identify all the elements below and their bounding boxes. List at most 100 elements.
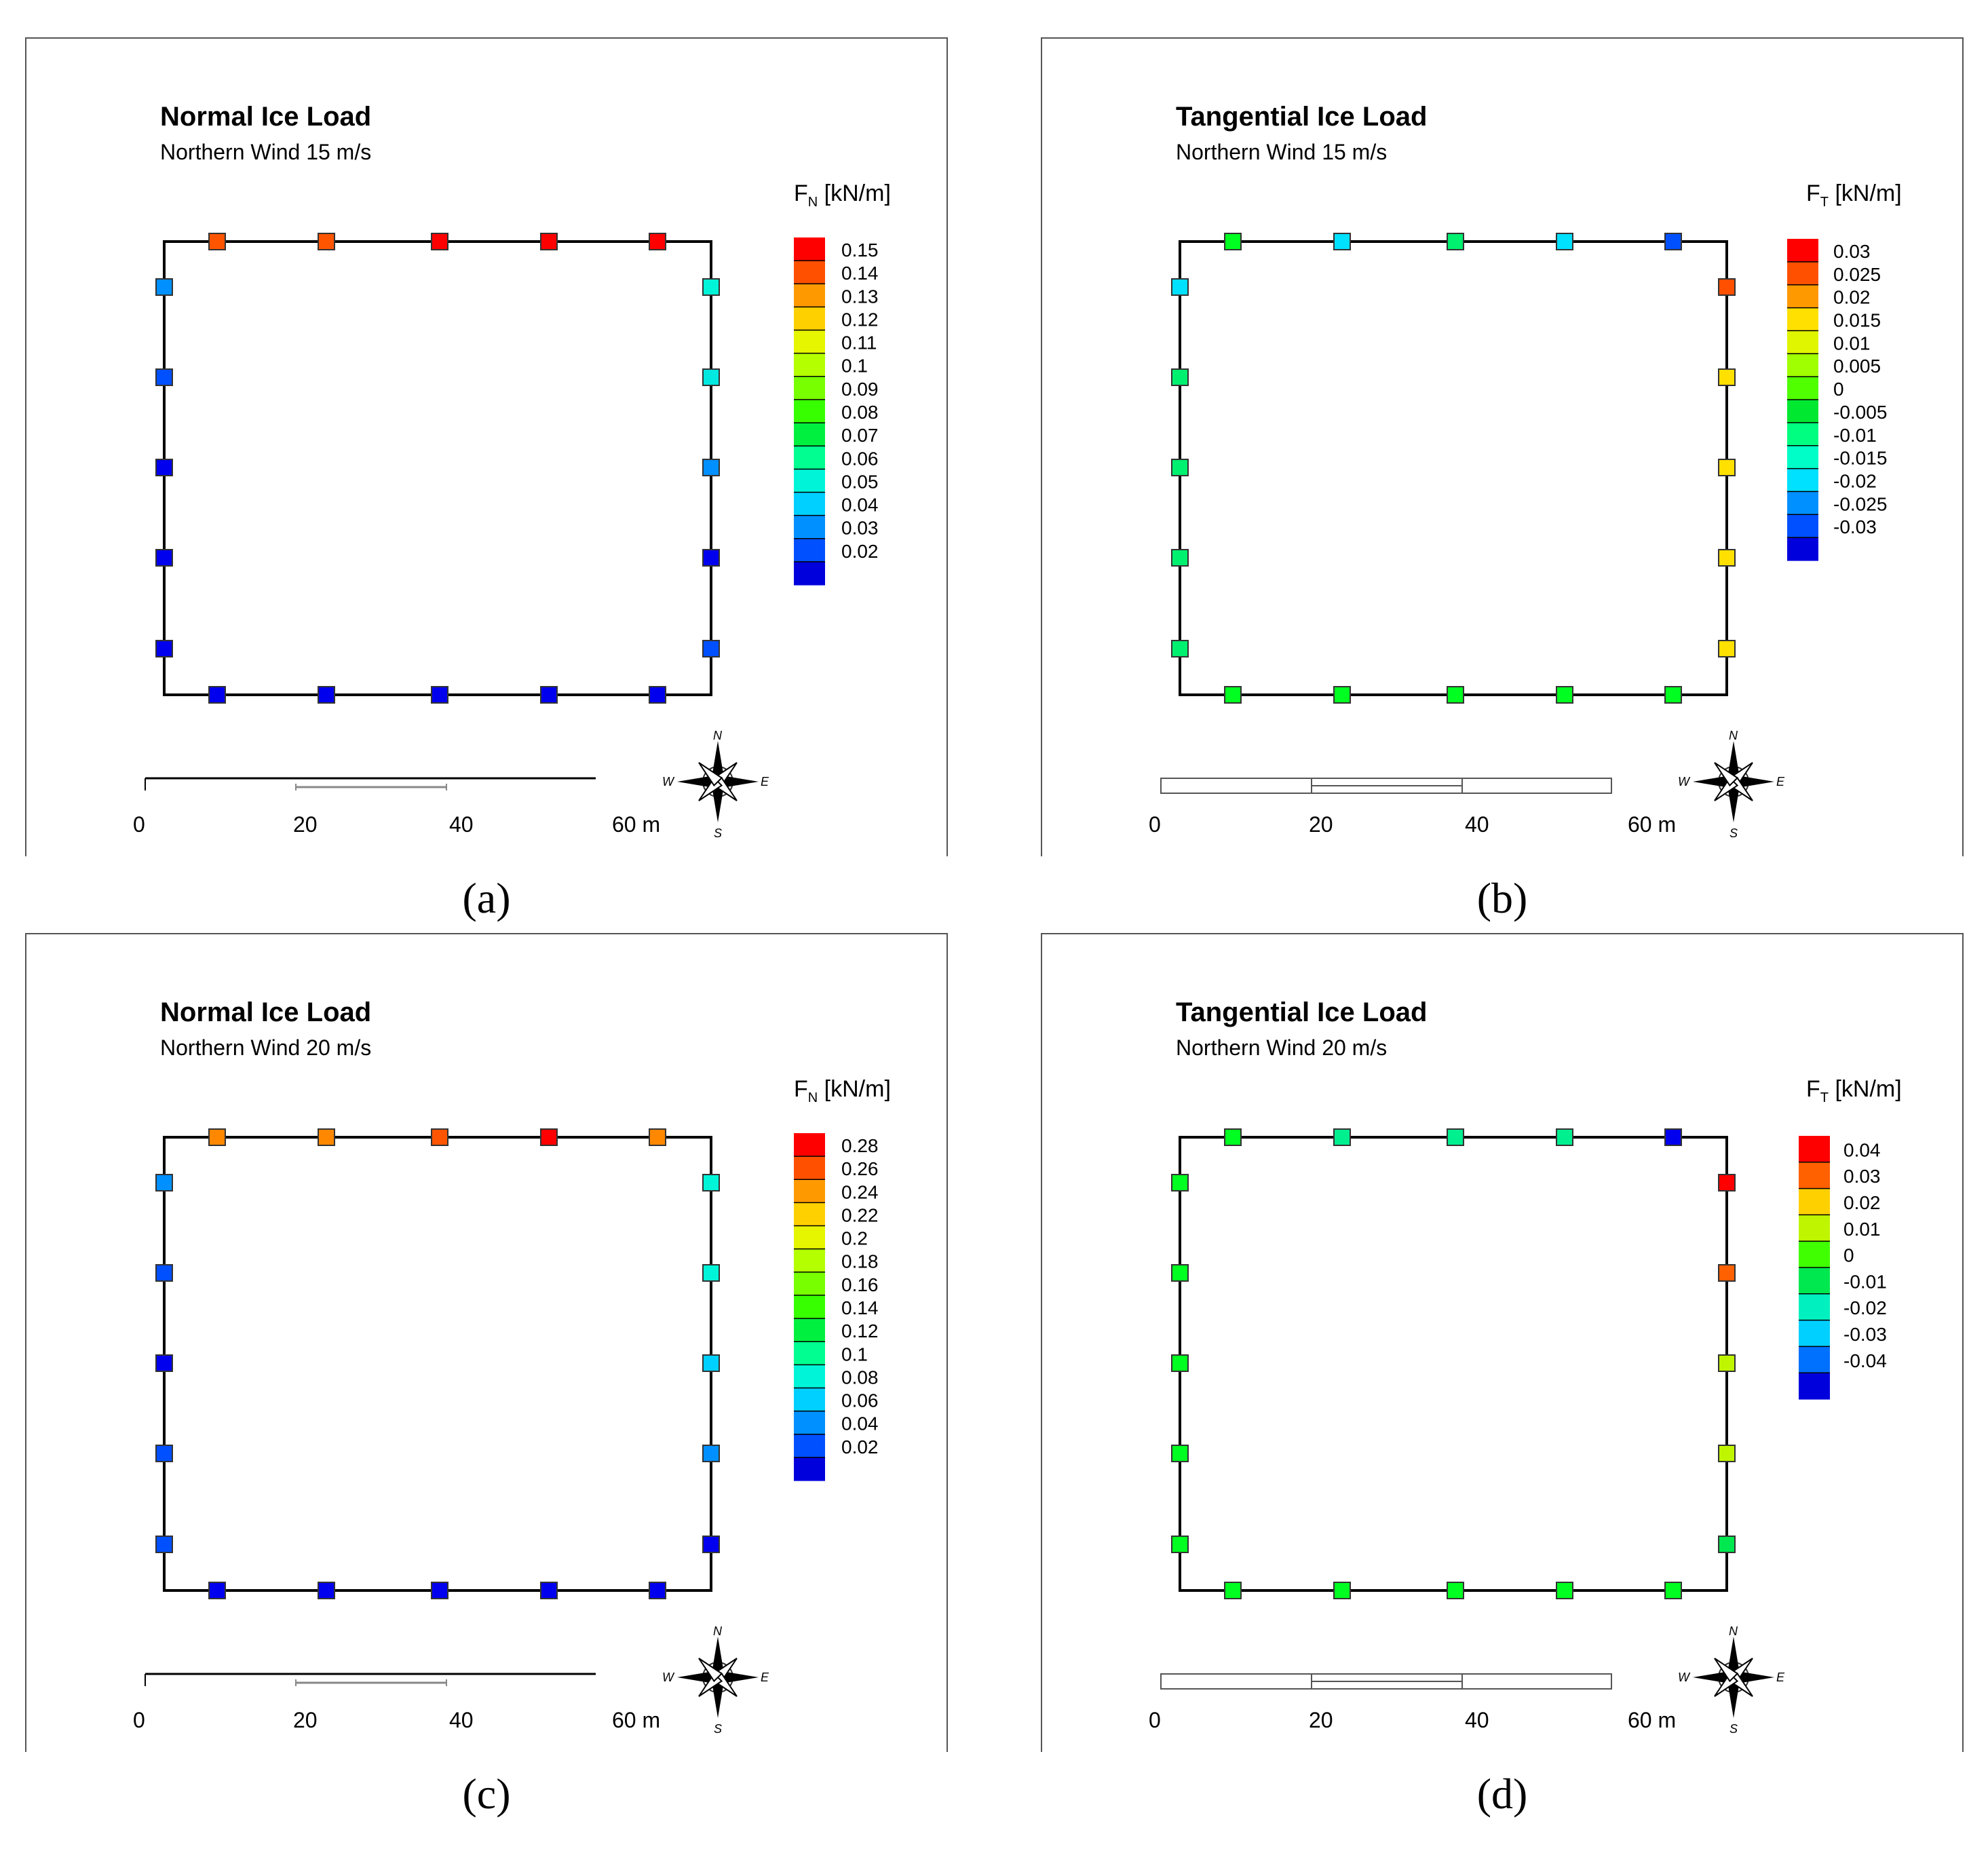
scalebar-label: 20: [293, 1708, 318, 1732]
marker-south-4: [1556, 686, 1573, 704]
legend-swatch-14: [794, 538, 825, 563]
marker-north-2: [318, 1128, 335, 1146]
legend-label: 0.14: [841, 263, 879, 284]
marker-south-2: [318, 1582, 335, 1599]
marker-south-3: [1447, 686, 1464, 704]
panel-b: Tangential Ice Load Northern Wind 15 m/s F…: [1041, 37, 1964, 922]
marker-north-1: [208, 233, 226, 250]
marker-east-2: [1718, 368, 1736, 386]
marker-south-2: [1333, 686, 1351, 704]
marker-north-5: [1664, 233, 1682, 250]
marker-west-2: [155, 368, 173, 386]
legend-swatch-2: [1799, 1162, 1830, 1189]
legend-label: 0.08: [841, 1367, 879, 1388]
compass-s: S: [1729, 1722, 1738, 1736]
compass-point: [1727, 782, 1740, 822]
legend-label: -0.01: [1833, 425, 1877, 446]
scalebar-label: 60 m: [612, 812, 660, 837]
legend-label: -0.01: [1843, 1271, 1887, 1292]
legend-swatch-2: [794, 1156, 825, 1180]
scalebar-label: 40: [1465, 812, 1489, 837]
compass-point: [1727, 1637, 1740, 1677]
legend-label: 0.1: [841, 356, 868, 377]
scalebar-label: 20: [1309, 1708, 1333, 1732]
legend-swatch-8: [794, 1295, 825, 1319]
legend-swatch-1: [1799, 1136, 1830, 1163]
marker-west-4: [1171, 1445, 1189, 1462]
legend-label: 0.04: [1843, 1139, 1881, 1160]
compass-point: [1693, 1671, 1734, 1684]
marker-east-1: [1718, 1174, 1736, 1192]
legend-label: 0.08: [841, 402, 879, 423]
legend-swatch-3: [794, 1179, 825, 1203]
legend-swatch-5: [1799, 1241, 1830, 1268]
marker-west-1: [155, 278, 173, 296]
marker-east-5: [702, 1536, 720, 1553]
legend-swatch-8: [1787, 400, 1818, 423]
legend-swatch-10: [794, 446, 825, 470]
legend-swatch-14: [794, 1434, 825, 1458]
legend-label: -0.005: [1833, 402, 1887, 423]
scalebar-label: 20: [293, 812, 318, 837]
legend-swatch-8: [1799, 1320, 1830, 1347]
scalebar-label: 20: [1309, 812, 1333, 837]
legend-swatch-9: [1787, 422, 1818, 446]
legend-label: -0.015: [1833, 448, 1887, 469]
chart-subtitle: Northern Wind 20 m/s: [160, 1035, 371, 1060]
marker-south-1: [208, 686, 226, 704]
marker-west-4: [1171, 549, 1189, 567]
compass-point: [1734, 1671, 1774, 1684]
marker-east-3: [1718, 459, 1736, 476]
panel-frame: [25, 37, 948, 856]
legend-swatch-5: [794, 1225, 825, 1250]
legend-swatch-13: [1787, 514, 1818, 538]
marker-east-1: [1718, 278, 1736, 296]
legend-swatch-4: [794, 1202, 825, 1227]
legend-label: 0.06: [841, 1390, 879, 1411]
legend-label: -0.02: [1843, 1297, 1887, 1318]
panel-caption: (a): [462, 874, 510, 922]
compass-w: W: [662, 775, 675, 788]
marker-south-5: [1664, 686, 1682, 704]
legend-label: 0.03: [841, 518, 879, 539]
marker-east-4: [702, 549, 720, 567]
legend-swatch-2: [794, 261, 825, 284]
legend-label: -0.04: [1843, 1350, 1887, 1371]
legend-swatch-7: [1787, 377, 1818, 400]
marker-east-1: [702, 278, 720, 296]
chart-title: Tangential Ice Load: [1176, 997, 1427, 1027]
legend-header: FN [kN/m]: [794, 1076, 891, 1105]
panel-frame: [1041, 933, 1964, 1752]
scalebar-box: [1160, 778, 1612, 794]
compass-point-minor: [698, 762, 723, 787]
scalebar-label: 0: [1149, 1708, 1161, 1732]
legend-label: 0.09: [841, 379, 879, 400]
marker-north-1: [208, 1128, 226, 1146]
scalebar-label: 40: [1465, 1708, 1489, 1732]
compass-s: S: [714, 826, 722, 840]
compass-point: [677, 1671, 718, 1684]
legend-swatch-1: [794, 1133, 825, 1157]
legend-label: 0.13: [841, 286, 879, 307]
marker-west-3: [1171, 1354, 1189, 1372]
compass-w: W: [662, 1671, 675, 1684]
marker-east-5: [1718, 1536, 1736, 1553]
legend-label: 0.15: [841, 240, 879, 261]
marker-east-4: [1718, 549, 1736, 567]
legend-label: 0.025: [1833, 264, 1881, 285]
marker-south-3: [431, 1582, 448, 1599]
marker-north-4: [1556, 233, 1573, 250]
chart-title: Tangential Ice Load: [1176, 102, 1427, 132]
marker-west-3: [155, 1354, 173, 1372]
compass-e: E: [1776, 775, 1785, 788]
chart-subtitle: Northern Wind 20 m/s: [1176, 1035, 1387, 1060]
building-outline: [1179, 1136, 1728, 1592]
compass-point: [718, 775, 759, 788]
marker-south-4: [540, 686, 558, 704]
marker-north-5: [649, 233, 666, 250]
compass-e: E: [1776, 1671, 1785, 1684]
legend-swatch-7: [1799, 1293, 1830, 1321]
chart-title: Normal Ice Load: [160, 997, 371, 1027]
compass-s: S: [714, 1722, 722, 1736]
scalebar-label: 0: [133, 1708, 145, 1732]
